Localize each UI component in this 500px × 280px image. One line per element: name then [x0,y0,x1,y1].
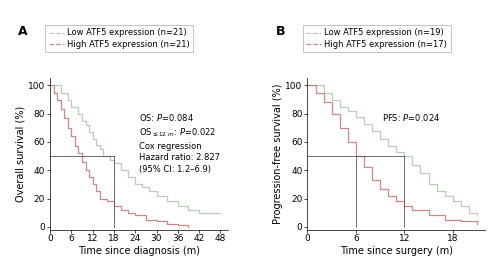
Text: B: B [276,25,285,38]
Text: OS: $\it{P}$=0.084
OS$_{\leq12\ m}$: $\it{P}$=0.022
Cox regression
Hazard ratio:: OS: $\it{P}$=0.084 OS$_{\leq12\ m}$: $\i… [139,112,220,174]
Legend: Low ATF5 expression (n=19), High ATF5 expression (n=17): Low ATF5 expression (n=19), High ATF5 ex… [302,25,450,52]
Y-axis label: Progression-free survival (%): Progression-free survival (%) [272,84,282,224]
Legend: Low ATF5 expression (n=21), High ATF5 expression (n=21): Low ATF5 expression (n=21), High ATF5 ex… [46,25,193,52]
Text: PFS: $\it{P}$=0.024: PFS: $\it{P}$=0.024 [382,112,440,123]
X-axis label: Time since surgery (m): Time since surgery (m) [340,246,452,256]
Y-axis label: Overall survival (%): Overall survival (%) [15,106,25,202]
Text: A: A [18,25,28,38]
X-axis label: Time since diagnosis (m): Time since diagnosis (m) [78,246,200,256]
